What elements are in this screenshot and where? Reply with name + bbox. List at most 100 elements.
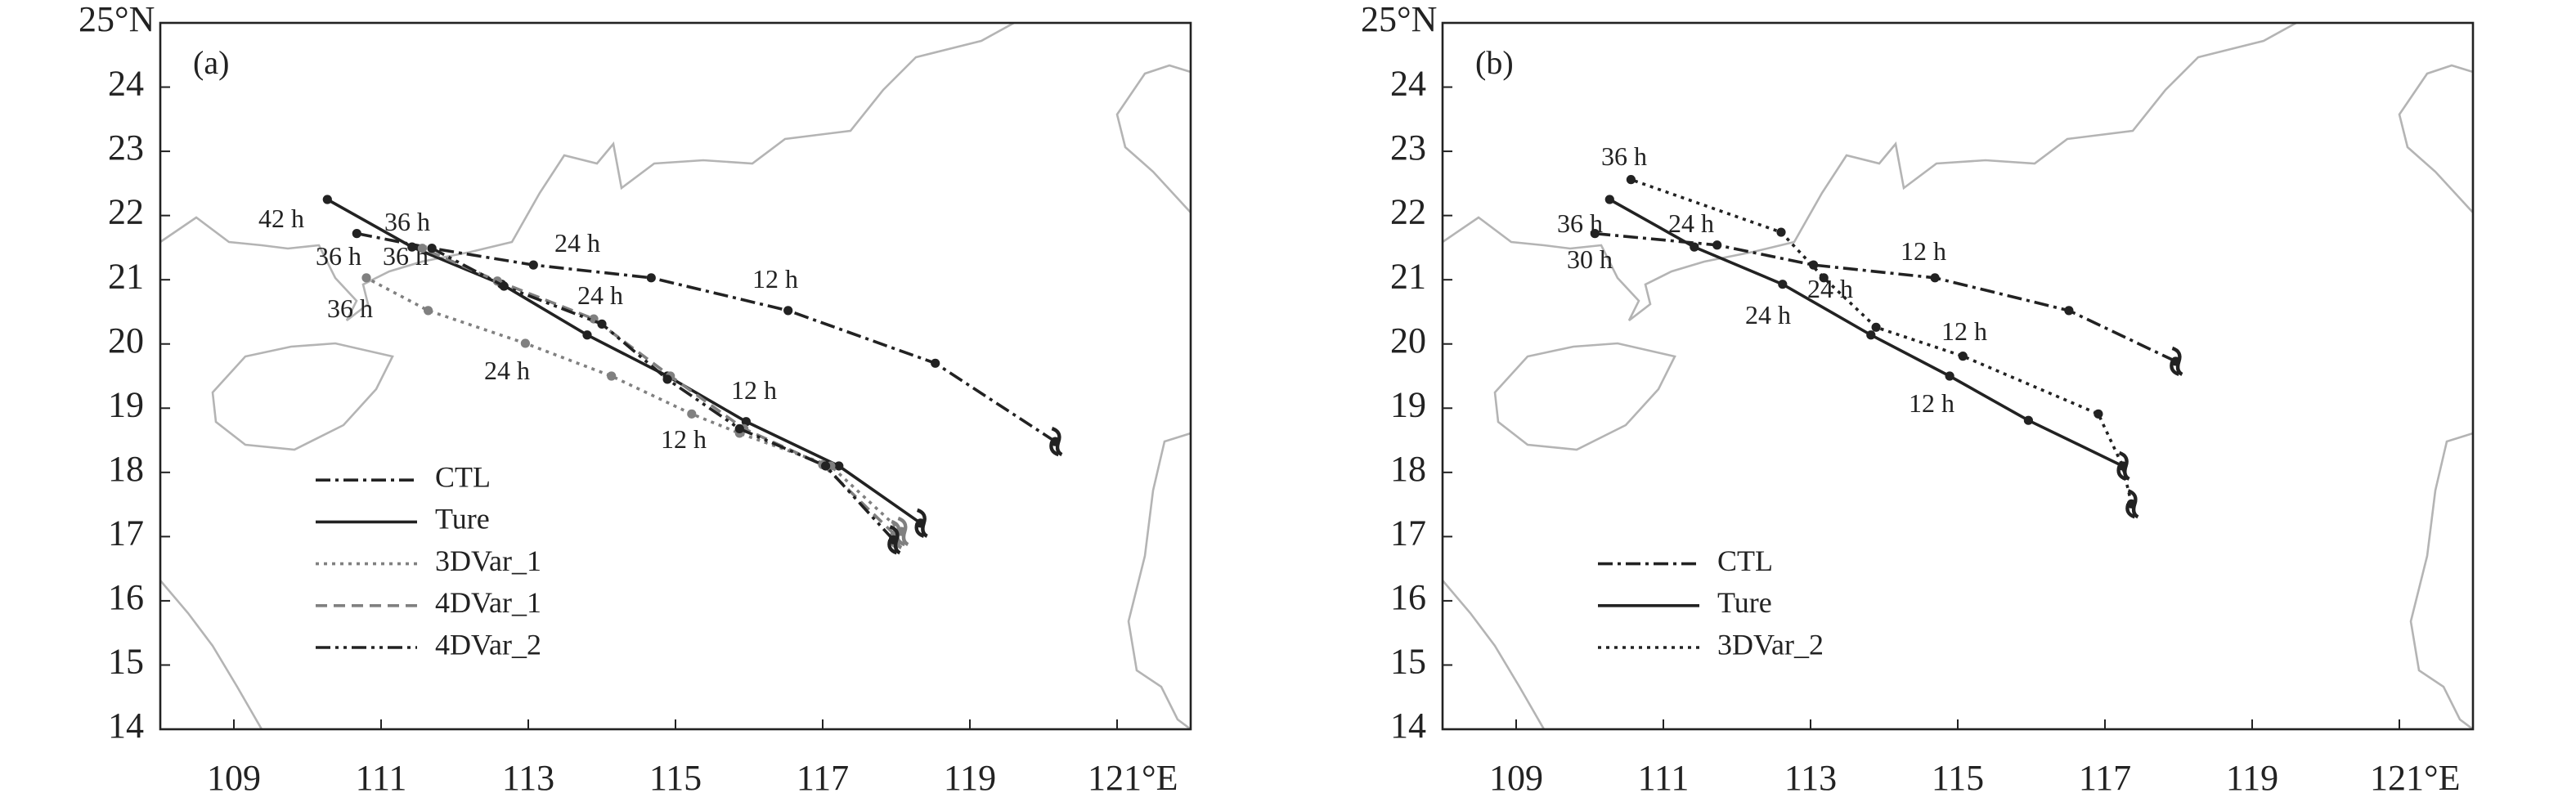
annotation: 36 h [316, 241, 361, 271]
legend-label: 4DVar_1 [435, 586, 541, 619]
typhoon-symbol [887, 525, 901, 555]
y-tick-label: 24 [108, 64, 144, 104]
typhoon-symbol [1049, 427, 1063, 457]
track-point [2118, 461, 2128, 471]
annotation: 24 h [484, 356, 530, 385]
x-tick-label: 119 [944, 758, 996, 798]
track-point [361, 273, 371, 283]
typhoon-symbol [2170, 346, 2183, 377]
panel-label: (b) [1475, 44, 1514, 81]
x-tick-label: 109 [1489, 758, 1543, 798]
track-point [741, 417, 752, 427]
annotation: 12 h [731, 375, 777, 405]
y-tick-label: 23 [1390, 128, 1426, 168]
coastline [1443, 23, 2473, 729]
x-tick-label: 113 [502, 758, 554, 798]
legend-label: CTL [1717, 544, 1773, 577]
x-tick-label: 117 [797, 758, 849, 798]
x-tick-label: 119 [2226, 758, 2278, 798]
annotation: 12 h [752, 264, 798, 293]
y-tick-label: 20 [1390, 320, 1426, 361]
track-point [528, 260, 538, 270]
track-point [520, 338, 531, 348]
track-line [1630, 177, 2134, 504]
track-line [326, 198, 922, 525]
track-point [687, 409, 697, 419]
y-tick-label: 24 [1390, 64, 1426, 104]
coastline [160, 23, 1191, 729]
track-line [366, 276, 903, 533]
x-tick-label: 111 [1638, 758, 1690, 798]
annotation: 12 h [661, 424, 707, 454]
y-tick-label: 18 [1390, 449, 1426, 489]
track-point [2023, 415, 2033, 425]
annotation: 12 h [1909, 388, 1954, 418]
y-tick-label: 14 [108, 706, 144, 746]
legend-label: Ture [1717, 586, 1772, 619]
annotation: 12 h [1901, 236, 1946, 266]
y-tick-label: 25°N [79, 0, 155, 39]
track-line [421, 247, 896, 536]
y-tick-label: 14 [1390, 706, 1426, 746]
track-point [407, 242, 417, 252]
track-point [607, 371, 617, 381]
track-point [1604, 195, 1614, 204]
x-tick-label: 115 [1932, 758, 1984, 798]
y-tick-label: 22 [1390, 192, 1426, 232]
tracks [1590, 175, 2183, 519]
track-point [1871, 322, 1881, 332]
track-point [662, 374, 672, 384]
track-point [821, 461, 831, 471]
annotation: 36 h [1601, 141, 1647, 171]
annotation: 42 h [258, 204, 304, 233]
x-tick-label: 109 [207, 758, 261, 798]
plot-frame [159, 21, 1192, 731]
typhoon-symbol [2125, 489, 2139, 519]
track-point [427, 244, 437, 253]
plot-frame [1441, 21, 2475, 731]
x-tick-label: 121°E [2370, 758, 2460, 798]
legend-label: CTL [435, 460, 491, 493]
annotation: 24 h [554, 228, 600, 258]
legend-label: Ture [435, 503, 490, 535]
track-point [783, 306, 793, 316]
x-tick-label: 111 [356, 758, 407, 798]
track-point [582, 330, 592, 340]
x-tick-label: 115 [649, 758, 702, 798]
track-point [322, 195, 332, 204]
y-tick-label: 19 [108, 384, 144, 424]
annotation: 24 h [1668, 208, 1714, 238]
legend-label: 4DVar_2 [435, 628, 541, 661]
legend-label: 3DVar_1 [435, 544, 541, 577]
y-tick-label: 21 [1390, 256, 1426, 296]
track-point [834, 461, 844, 471]
y-tick-label: 16 [1390, 577, 1426, 617]
annotation: 36 h [327, 293, 373, 323]
y-tick-label: 21 [108, 256, 144, 296]
annotation: 12 h [1941, 316, 1987, 346]
track-point [597, 319, 607, 329]
track-point [1776, 227, 1786, 237]
x-tick-label: 121°E [1088, 758, 1178, 798]
y-tick-label: 17 [108, 513, 144, 553]
track-point [417, 244, 427, 253]
track-point [2094, 409, 2103, 419]
x-tick-label: 117 [2079, 758, 2131, 798]
track-point [352, 229, 361, 239]
y-tick-label: 23 [108, 128, 144, 168]
track-point [499, 281, 509, 291]
y-tick-label: 20 [108, 320, 144, 361]
track-line [356, 231, 1057, 443]
track-line [1609, 198, 2124, 468]
y-tick-label: 16 [108, 577, 144, 617]
track-point [734, 423, 744, 434]
y-tick-label: 17 [1390, 513, 1426, 553]
track-point [1690, 242, 1699, 252]
track-point [1945, 371, 1954, 381]
legend-label: 3DVar_2 [1717, 628, 1824, 661]
track-line [1595, 231, 2177, 363]
track-point [1819, 273, 1829, 283]
track-point [1712, 240, 1722, 250]
